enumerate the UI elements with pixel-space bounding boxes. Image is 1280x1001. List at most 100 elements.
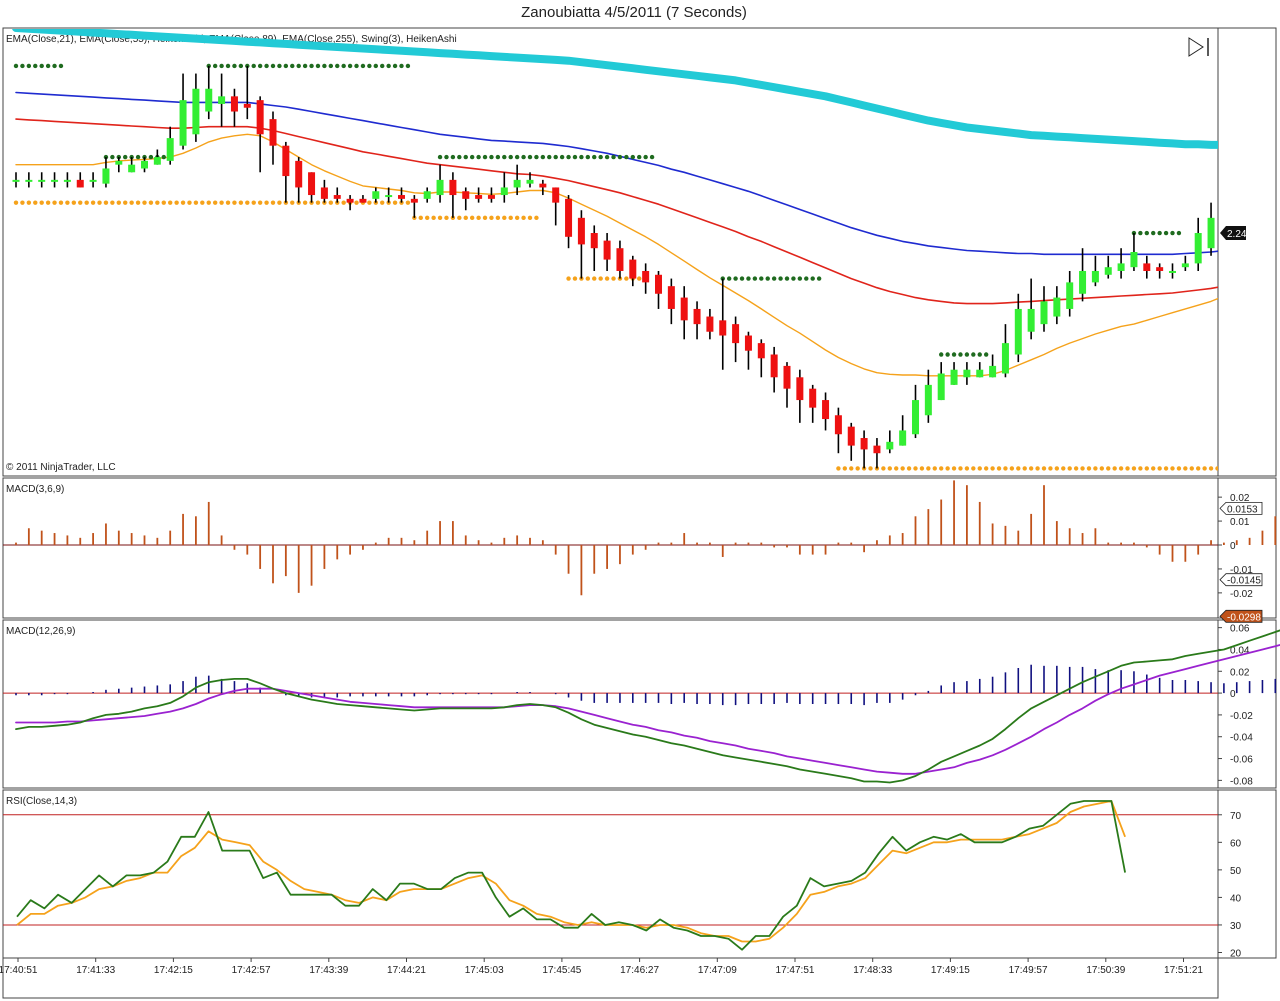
swing-high-dot bbox=[726, 276, 732, 281]
candle-body bbox=[873, 445, 881, 454]
swing-low-dot bbox=[1273, 466, 1277, 470]
x-tick-label: 17:50:39 bbox=[1086, 965, 1125, 976]
candle-body bbox=[770, 354, 778, 378]
scroll-to-end-icon[interactable] bbox=[1188, 37, 1209, 57]
candle-body bbox=[1104, 267, 1112, 275]
swing-high-dot bbox=[212, 63, 218, 69]
swing-high-dot bbox=[579, 154, 584, 160]
y-tick-label: 2.40 bbox=[1230, 108, 1250, 119]
swing-high-dot bbox=[341, 63, 346, 69]
swing-low-dot bbox=[1028, 466, 1034, 471]
swing-low-dot bbox=[206, 200, 211, 205]
swing-low-dot bbox=[868, 466, 873, 471]
swing-low-dot bbox=[168, 200, 173, 205]
swing-low-dot bbox=[1054, 466, 1060, 471]
swing-high-dot bbox=[33, 63, 38, 69]
candle-body bbox=[912, 400, 919, 435]
candle-body bbox=[1169, 270, 1176, 273]
swing-high-dot bbox=[257, 63, 263, 69]
candle-body bbox=[346, 198, 354, 203]
candle-body bbox=[230, 96, 238, 112]
swing-high-dot bbox=[238, 63, 244, 69]
swing-high-dot bbox=[502, 154, 507, 160]
candle-body bbox=[629, 259, 637, 279]
swing-high-dot bbox=[771, 276, 777, 281]
swing-low-dot bbox=[238, 200, 244, 205]
swing-low-dot bbox=[489, 215, 494, 221]
swing-high-dot bbox=[335, 63, 340, 69]
swing-low-dot bbox=[302, 200, 308, 205]
y-tick-label: 0.02 bbox=[1230, 493, 1250, 504]
swing-high-dot bbox=[444, 154, 449, 160]
swing-low-dot bbox=[251, 200, 256, 205]
swing-high-dot bbox=[797, 276, 803, 281]
swing-high-dot bbox=[463, 154, 468, 160]
swing-low-dot bbox=[1157, 466, 1162, 471]
swing-low-dot bbox=[502, 215, 507, 221]
swing-low-dot bbox=[129, 200, 134, 205]
swing-low-dot bbox=[219, 200, 224, 205]
swing-low-dot bbox=[58, 200, 64, 205]
swing-high-dot bbox=[476, 154, 481, 160]
swing-low-dot bbox=[155, 200, 160, 205]
swing-low-dot bbox=[894, 466, 899, 471]
swing-low-dot bbox=[572, 276, 578, 281]
swing-low-dot bbox=[1144, 466, 1150, 471]
swing-low-dot bbox=[842, 466, 848, 471]
swing-high-dot bbox=[264, 63, 269, 69]
swing-low-dot bbox=[315, 200, 321, 205]
swing-low-dot bbox=[380, 200, 385, 205]
swing-low-dot bbox=[1022, 466, 1027, 471]
candle-body bbox=[1066, 282, 1074, 309]
y-tick-label: 60 bbox=[1230, 838, 1242, 849]
swing-low-dot bbox=[1260, 466, 1264, 470]
swing-high-dot bbox=[232, 63, 237, 69]
swing-low-dot bbox=[964, 466, 970, 471]
swing-low-dot bbox=[932, 466, 937, 471]
swing-low-dot bbox=[527, 215, 533, 221]
swing-low-dot bbox=[1151, 466, 1156, 471]
swing-low-dot bbox=[996, 466, 1002, 471]
swing-low-dot bbox=[270, 200, 276, 205]
swing-high-dot bbox=[225, 63, 231, 69]
swing-high-dot bbox=[778, 276, 783, 281]
time-axis: 17:40:51 17:41:33 17:42:15 17:42:57 17:43:39… bbox=[0, 957, 1219, 999]
candle-body bbox=[320, 187, 328, 199]
swing-low-dot bbox=[277, 200, 282, 205]
x-tick-label: 17:49:15 bbox=[931, 965, 970, 976]
candle-body bbox=[25, 179, 33, 182]
y-tick-label: 0.02 bbox=[1230, 667, 1250, 678]
swing-high-dot bbox=[1170, 230, 1175, 236]
swing-high-dot bbox=[469, 154, 475, 160]
candle-body bbox=[989, 365, 997, 378]
swing-low-dot bbox=[495, 215, 501, 221]
swing-high-dot bbox=[270, 63, 276, 69]
candle-body bbox=[847, 426, 855, 446]
swing-low-dot bbox=[887, 466, 892, 471]
swing-low-dot bbox=[1228, 466, 1232, 470]
swing-high-dot bbox=[527, 154, 533, 160]
swing-low-dot bbox=[405, 200, 411, 205]
candle-body bbox=[732, 324, 740, 344]
swing-high-dot bbox=[784, 276, 790, 281]
swing-low-dot bbox=[142, 200, 147, 205]
swing-high-dot bbox=[110, 154, 115, 160]
macd-slow-panel: 0.06 0.04 0.02 0 -0.02 -0.04 -0.06 -0.08 MACD(12… bbox=[3, 624, 1280, 787]
y-tick-label: 2.30 bbox=[1230, 183, 1250, 194]
candle-body bbox=[372, 191, 380, 199]
swing-high-dot bbox=[945, 352, 950, 357]
swing-low-dot bbox=[45, 200, 51, 205]
swing-low-dot bbox=[1112, 466, 1117, 471]
candle-body bbox=[886, 441, 894, 450]
swing-high-dot bbox=[495, 154, 501, 160]
candle-body bbox=[102, 168, 110, 184]
swing-low-dot bbox=[1163, 466, 1169, 471]
y-tick-label: 70 bbox=[1230, 811, 1242, 822]
swing-high-dot bbox=[977, 352, 982, 357]
swing-high-dot bbox=[964, 352, 970, 357]
candle-body bbox=[603, 240, 611, 260]
swing-low-dot bbox=[1183, 466, 1188, 471]
swing-low-dot bbox=[1267, 466, 1271, 470]
swing-low-dot bbox=[367, 200, 372, 205]
swing-high-dot bbox=[13, 63, 19, 69]
